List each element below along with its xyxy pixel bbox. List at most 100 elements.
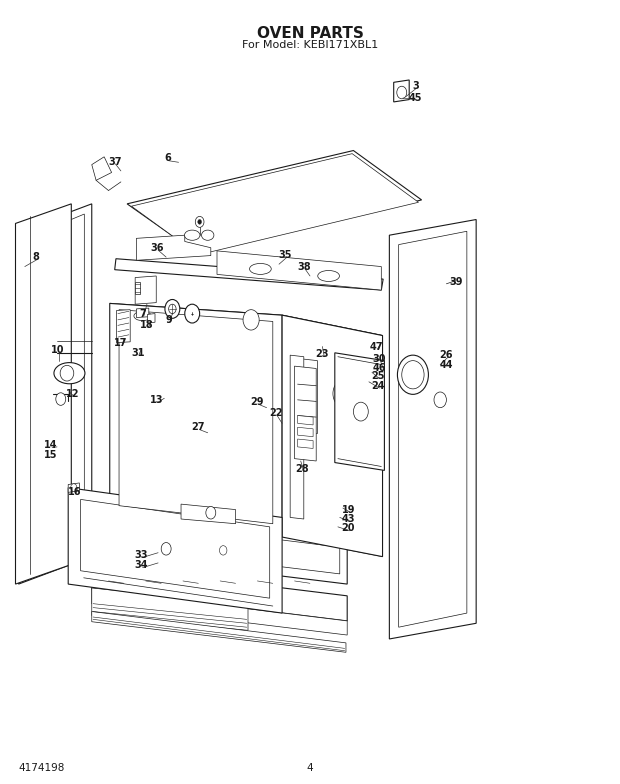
Circle shape: [353, 402, 368, 421]
Text: 14: 14: [44, 441, 58, 450]
Polygon shape: [136, 235, 211, 260]
Text: 4174198: 4174198: [19, 763, 65, 773]
Polygon shape: [92, 612, 346, 652]
Ellipse shape: [317, 270, 340, 281]
Polygon shape: [298, 416, 313, 425]
Ellipse shape: [185, 230, 200, 241]
Circle shape: [198, 220, 202, 224]
Polygon shape: [92, 590, 347, 635]
Text: 16: 16: [68, 487, 81, 496]
Circle shape: [185, 304, 200, 323]
Text: 3: 3: [412, 82, 418, 91]
Text: OVEN PARTS: OVEN PARTS: [257, 26, 363, 42]
Circle shape: [206, 506, 216, 519]
Polygon shape: [102, 517, 340, 574]
Polygon shape: [135, 282, 140, 294]
Text: 44: 44: [440, 360, 453, 369]
Polygon shape: [181, 504, 236, 524]
Text: 24: 24: [371, 381, 385, 390]
Polygon shape: [290, 355, 304, 519]
Text: 12: 12: [66, 390, 80, 399]
Polygon shape: [92, 157, 112, 180]
Circle shape: [161, 543, 171, 555]
Text: 9: 9: [166, 315, 172, 325]
Text: 17: 17: [114, 339, 128, 348]
Text: 29: 29: [250, 397, 264, 407]
Polygon shape: [127, 151, 422, 253]
Ellipse shape: [54, 362, 85, 384]
Text: 36: 36: [150, 243, 164, 252]
Text: 4: 4: [307, 763, 313, 773]
Polygon shape: [119, 310, 273, 524]
Polygon shape: [394, 80, 409, 102]
Text: 31: 31: [131, 348, 144, 358]
Polygon shape: [92, 588, 248, 630]
Text: 26: 26: [440, 350, 453, 360]
Polygon shape: [92, 507, 347, 584]
Polygon shape: [399, 231, 467, 627]
Polygon shape: [19, 204, 92, 584]
Text: 20: 20: [342, 524, 355, 533]
Text: For Model: KEBI171XBL1: For Model: KEBI171XBL1: [242, 41, 378, 50]
Text: 28: 28: [296, 464, 309, 474]
Polygon shape: [335, 353, 384, 470]
Polygon shape: [68, 488, 282, 613]
Text: 35: 35: [278, 250, 292, 260]
Text: 45: 45: [409, 93, 422, 103]
Circle shape: [397, 86, 407, 99]
Text: 8: 8: [32, 252, 40, 262]
Circle shape: [434, 392, 446, 408]
Circle shape: [56, 393, 66, 405]
Text: 39: 39: [449, 278, 463, 287]
Polygon shape: [298, 439, 313, 448]
Circle shape: [195, 216, 204, 227]
Text: 34: 34: [135, 561, 148, 570]
Text: 22: 22: [269, 408, 283, 418]
Text: 43: 43: [342, 514, 355, 524]
Text: 27: 27: [192, 423, 205, 432]
Ellipse shape: [202, 230, 214, 241]
Text: 13: 13: [150, 395, 164, 405]
Polygon shape: [298, 427, 313, 437]
Text: eReplacementParts.com: eReplacementParts.com: [202, 379, 294, 389]
Text: 23: 23: [316, 350, 329, 359]
Text: 33: 33: [135, 550, 148, 560]
Polygon shape: [136, 308, 149, 318]
Ellipse shape: [249, 263, 272, 274]
Polygon shape: [117, 310, 130, 343]
Circle shape: [333, 379, 355, 408]
Polygon shape: [110, 303, 282, 537]
Polygon shape: [135, 276, 156, 304]
Circle shape: [71, 484, 77, 492]
Polygon shape: [68, 483, 79, 492]
Polygon shape: [131, 154, 419, 255]
Polygon shape: [92, 564, 347, 621]
Text: 30: 30: [373, 354, 386, 364]
Text: 18: 18: [140, 321, 154, 330]
Text: 46: 46: [373, 363, 386, 372]
Polygon shape: [115, 259, 383, 290]
Text: 15: 15: [44, 450, 58, 459]
Polygon shape: [148, 314, 155, 323]
Text: 19: 19: [342, 505, 355, 514]
Polygon shape: [282, 315, 383, 557]
Polygon shape: [26, 214, 84, 574]
Polygon shape: [294, 366, 316, 461]
Polygon shape: [16, 204, 71, 584]
Text: 37: 37: [108, 158, 122, 167]
Text: 6: 6: [164, 154, 171, 163]
Circle shape: [397, 355, 428, 394]
Circle shape: [165, 299, 180, 318]
Ellipse shape: [134, 311, 151, 321]
Circle shape: [169, 304, 176, 314]
Text: 25: 25: [371, 372, 385, 381]
Text: 38: 38: [297, 262, 311, 271]
Ellipse shape: [60, 365, 74, 381]
Text: 7: 7: [140, 309, 146, 318]
Polygon shape: [110, 303, 383, 336]
Polygon shape: [217, 251, 381, 290]
Polygon shape: [389, 220, 476, 639]
Circle shape: [219, 546, 227, 555]
Polygon shape: [81, 499, 270, 598]
Circle shape: [243, 310, 259, 330]
